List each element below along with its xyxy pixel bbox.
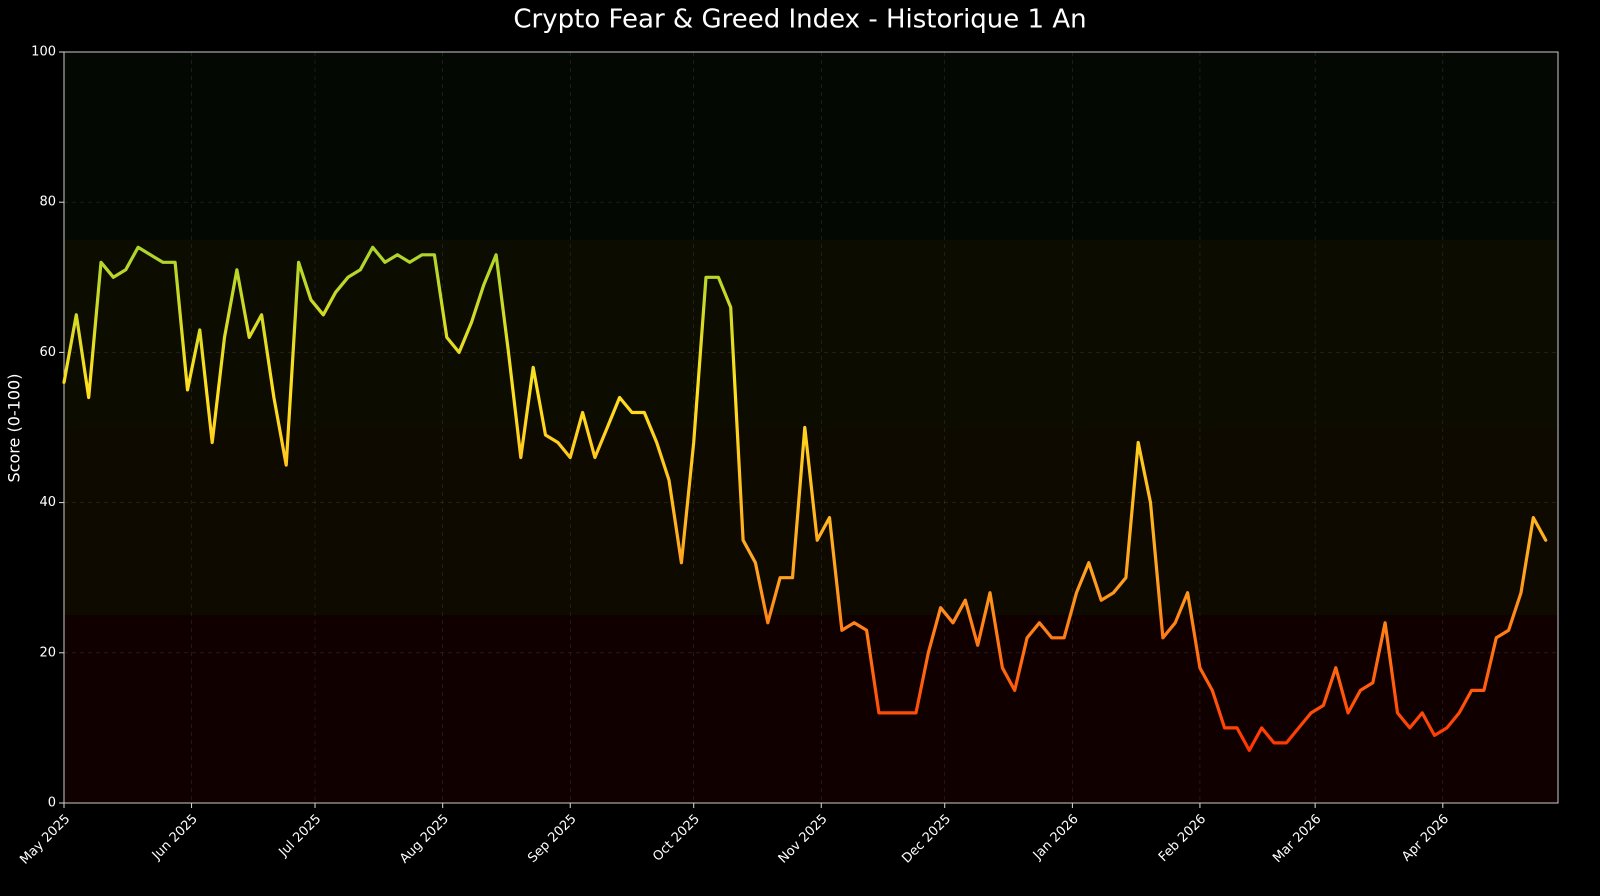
- y-tick-label: 0: [48, 796, 56, 811]
- zone-band: [64, 52, 1558, 240]
- x-tick-label: Oct 2025: [650, 812, 703, 865]
- zone-band: [64, 427, 1558, 616]
- zone-band: [64, 615, 1558, 803]
- index-line: [62, 245, 1548, 752]
- y-tick-label: 20: [39, 645, 56, 660]
- x-tick-label: Nov 2025: [776, 812, 831, 867]
- x-tick-label: Apr 2026: [1399, 812, 1452, 865]
- y-tick-label: 60: [39, 345, 56, 360]
- chart-title: Crypto Fear & Greed Index - Historique 1…: [513, 5, 1086, 35]
- x-tick-label: Mar 2026: [1270, 812, 1324, 866]
- x-tick-label: Jan 2026: [1030, 812, 1082, 864]
- x-tick-label: Aug 2025: [397, 812, 452, 867]
- y-tick-label: 80: [39, 195, 56, 210]
- x-tick-label: Feb 2026: [1156, 812, 1209, 865]
- zone-band: [64, 239, 1558, 428]
- plot-frame: [63, 51, 1559, 804]
- y-tick-label: 40: [39, 495, 56, 510]
- x-tick-label: Sep 2025: [525, 812, 579, 866]
- x-tick-label: Jul 2025: [276, 812, 325, 861]
- y-tick-label: 100: [31, 45, 56, 60]
- x-tick-label: Jun 2025: [149, 812, 201, 864]
- x-tick-label: Dec 2025: [899, 812, 954, 867]
- y-axis-label: Score (0-100): [5, 374, 24, 483]
- x-tick-label: May 2025: [17, 812, 73, 868]
